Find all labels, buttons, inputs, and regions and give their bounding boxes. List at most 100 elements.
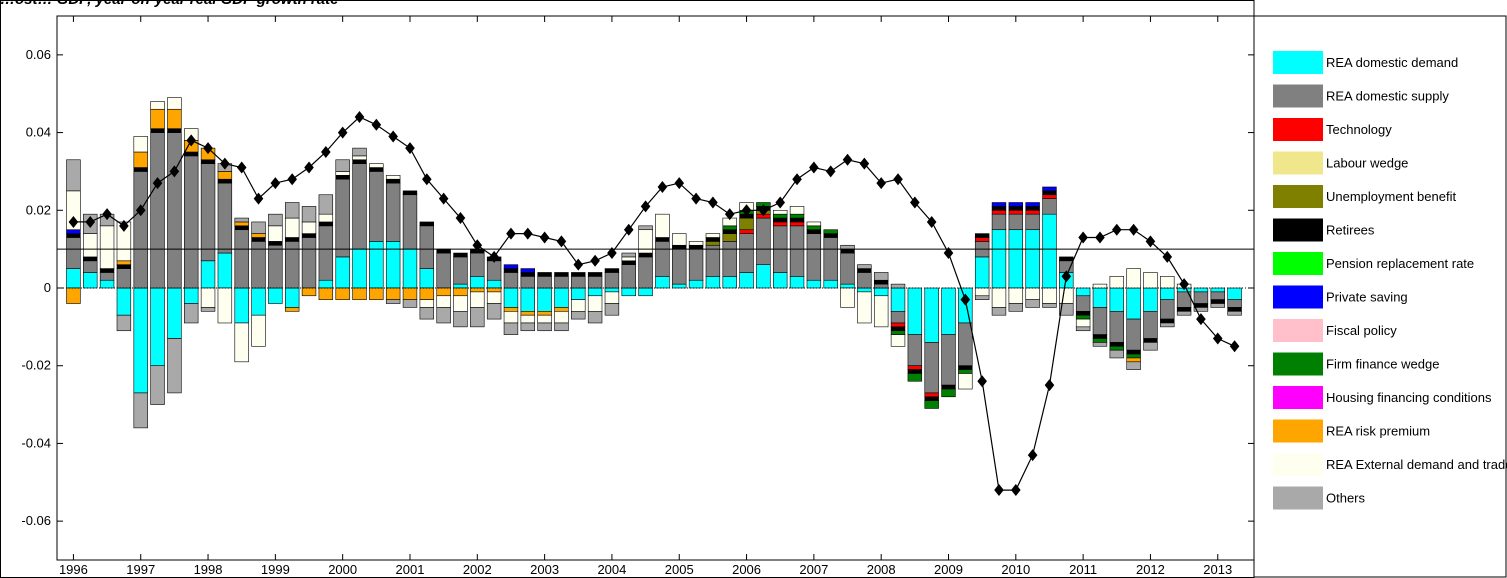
gdp-point (741, 204, 752, 217)
bar-segment-retirees (1008, 206, 1024, 211)
bar-segment-rea-external-demand-and-trade (335, 171, 350, 176)
gdp-point (253, 192, 264, 205)
bar-segment-rea-external-demand-and-trade (301, 221, 317, 234)
bar-segment-retirees (873, 279, 889, 285)
bar-segment-technology (924, 392, 939, 398)
bar-segment-rea-domestic-supply (958, 322, 973, 367)
bar-segment-rea-domestic-supply (1008, 213, 1024, 231)
bar-segment-firm-finance-wedge (1109, 345, 1124, 351)
y-tick-label: -0.04 (21, 435, 51, 450)
bar-segment-rea-external-demand-and-trade (470, 291, 485, 308)
bar-segment-rea-external-demand-and-trade (167, 97, 182, 110)
gdp-point (1196, 313, 1206, 326)
gdp-point (1095, 231, 1105, 244)
bar-segment-others (301, 206, 317, 223)
legend-swatch (1273, 386, 1323, 409)
bar-segment-retirees (133, 167, 148, 172)
bar-segment-rea-domestic-supply (739, 233, 754, 273)
gdp-point (405, 142, 415, 155)
bar-segment-retirees (1176, 307, 1192, 312)
bar-segment-rea-risk-premium (133, 151, 148, 168)
bar-segment-retirees (150, 128, 165, 133)
bar-segment-rea-domestic-demand (604, 287, 620, 293)
bar-segment-rea-external-demand-and-trade (83, 233, 98, 258)
bar-segment-rea-external-demand-and-trade (436, 295, 451, 308)
bar-segment-rea-domestic-demand (234, 287, 249, 324)
bar-segment-rea-domestic-supply (571, 276, 586, 289)
bar-segment-rea-domestic-supply (486, 260, 502, 281)
y-tick-label: 0.04 (26, 125, 51, 140)
bar-segment-rea-domestic-demand (655, 276, 670, 289)
bar-segment-firm-finance-wedge (890, 330, 906, 335)
gdp-point (1027, 449, 1038, 462)
gdp-point (203, 142, 213, 155)
bar-segment-rea-risk-premium (301, 287, 317, 297)
legend-label: Others (1326, 491, 1366, 506)
bar-segment-rea-domestic-demand (520, 287, 535, 312)
bar-segment-rea-domestic-supply (352, 163, 367, 250)
bar-segment-rea-external-demand-and-trade (958, 373, 973, 390)
bar-segment-rea-risk-premium (335, 287, 350, 300)
bar-segment-others (1075, 326, 1091, 332)
gdp-point (186, 134, 197, 147)
bar-segment-rea-domestic-demand (369, 241, 384, 289)
legend-label: REA risk premium (1326, 424, 1430, 439)
bar-segment-rea-domestic-demand (722, 276, 737, 289)
bar-segment-others (840, 244, 855, 250)
bar-segment-rea-external-demand-and-trade (587, 295, 603, 312)
gdp-line (73, 116, 1235, 491)
bar-segment-rea-domestic-demand (571, 287, 586, 300)
bar-segment-rea-external-demand-and-trade (840, 287, 855, 308)
bar-segment-rea-risk-premium (251, 233, 266, 238)
bar-segment-rea-external-demand-and-trade (1008, 287, 1024, 304)
x-tick-label: 2007 (799, 562, 828, 577)
gdp-point (270, 177, 281, 190)
bar-segment-rea-domestic-supply (722, 241, 737, 277)
legend-swatch (1273, 51, 1323, 74)
bar-segment-firm-finance-wedge (823, 229, 838, 234)
legend-swatch (1273, 185, 1323, 208)
bar-segment-retirees (638, 252, 653, 258)
bar-segment-technology (1025, 209, 1040, 215)
bar-segment-others (587, 311, 603, 324)
bar-segment-retirees (83, 256, 98, 262)
bar-segment-rea-domestic-demand (857, 287, 872, 293)
bar-segment-rea-domestic-demand (1227, 287, 1242, 300)
bar-segment-rea-domestic-supply (318, 225, 334, 281)
bar-segment-rea-domestic-supply (941, 334, 956, 386)
bar-segment-rea-domestic-supply (655, 241, 670, 277)
bar-segment-rea-domestic-supply (890, 311, 906, 324)
bar-segment-technology (991, 209, 1007, 215)
bar-segment-retirees (1025, 206, 1040, 211)
x-tick-label: 1996 (59, 562, 88, 577)
bar-segment-unemployment-benefit (739, 217, 754, 231)
bar-segment-rea-external-demand-and-trade (217, 287, 233, 324)
bar-segment-retirees (436, 248, 451, 254)
bar-segment-firm-finance-wedge (941, 388, 956, 398)
bar-segment-firm-finance-wedge (907, 373, 923, 382)
gdp-point (977, 375, 987, 388)
bar-segment-others (1092, 342, 1108, 347)
bar-segment-rea-external-demand-and-trade (571, 299, 586, 312)
bar-segment-rea-domestic-supply (116, 268, 132, 289)
bar-segment-retirees (1092, 334, 1108, 339)
gdp-point (102, 208, 112, 221)
bar-segment-rea-external-demand-and-trade (1059, 287, 1074, 304)
y-tick-label: 0.02 (26, 202, 51, 217)
bar-segment-rea-domestic-demand (470, 276, 485, 289)
bar-segment-rea-external-demand-and-trade (789, 206, 805, 215)
bar-segment-rea-domestic-supply (251, 241, 266, 289)
gdp-point (371, 118, 382, 131)
bar-segment-others (1143, 342, 1158, 351)
gdp-point (893, 173, 903, 186)
bar-segment-rea-domestic-demand (1042, 213, 1057, 289)
bar-segment-retirees (823, 233, 838, 238)
bar-segment-retirees (1193, 303, 1209, 308)
bar-segment-technology (773, 221, 788, 227)
bar-segment-retirees (1160, 318, 1175, 324)
gdp-point (438, 192, 449, 205)
bar-segment-rea-domestic-supply (554, 276, 569, 289)
bar-segment-others (419, 307, 435, 320)
bar-segment-rea-domestic-demand (638, 287, 653, 297)
